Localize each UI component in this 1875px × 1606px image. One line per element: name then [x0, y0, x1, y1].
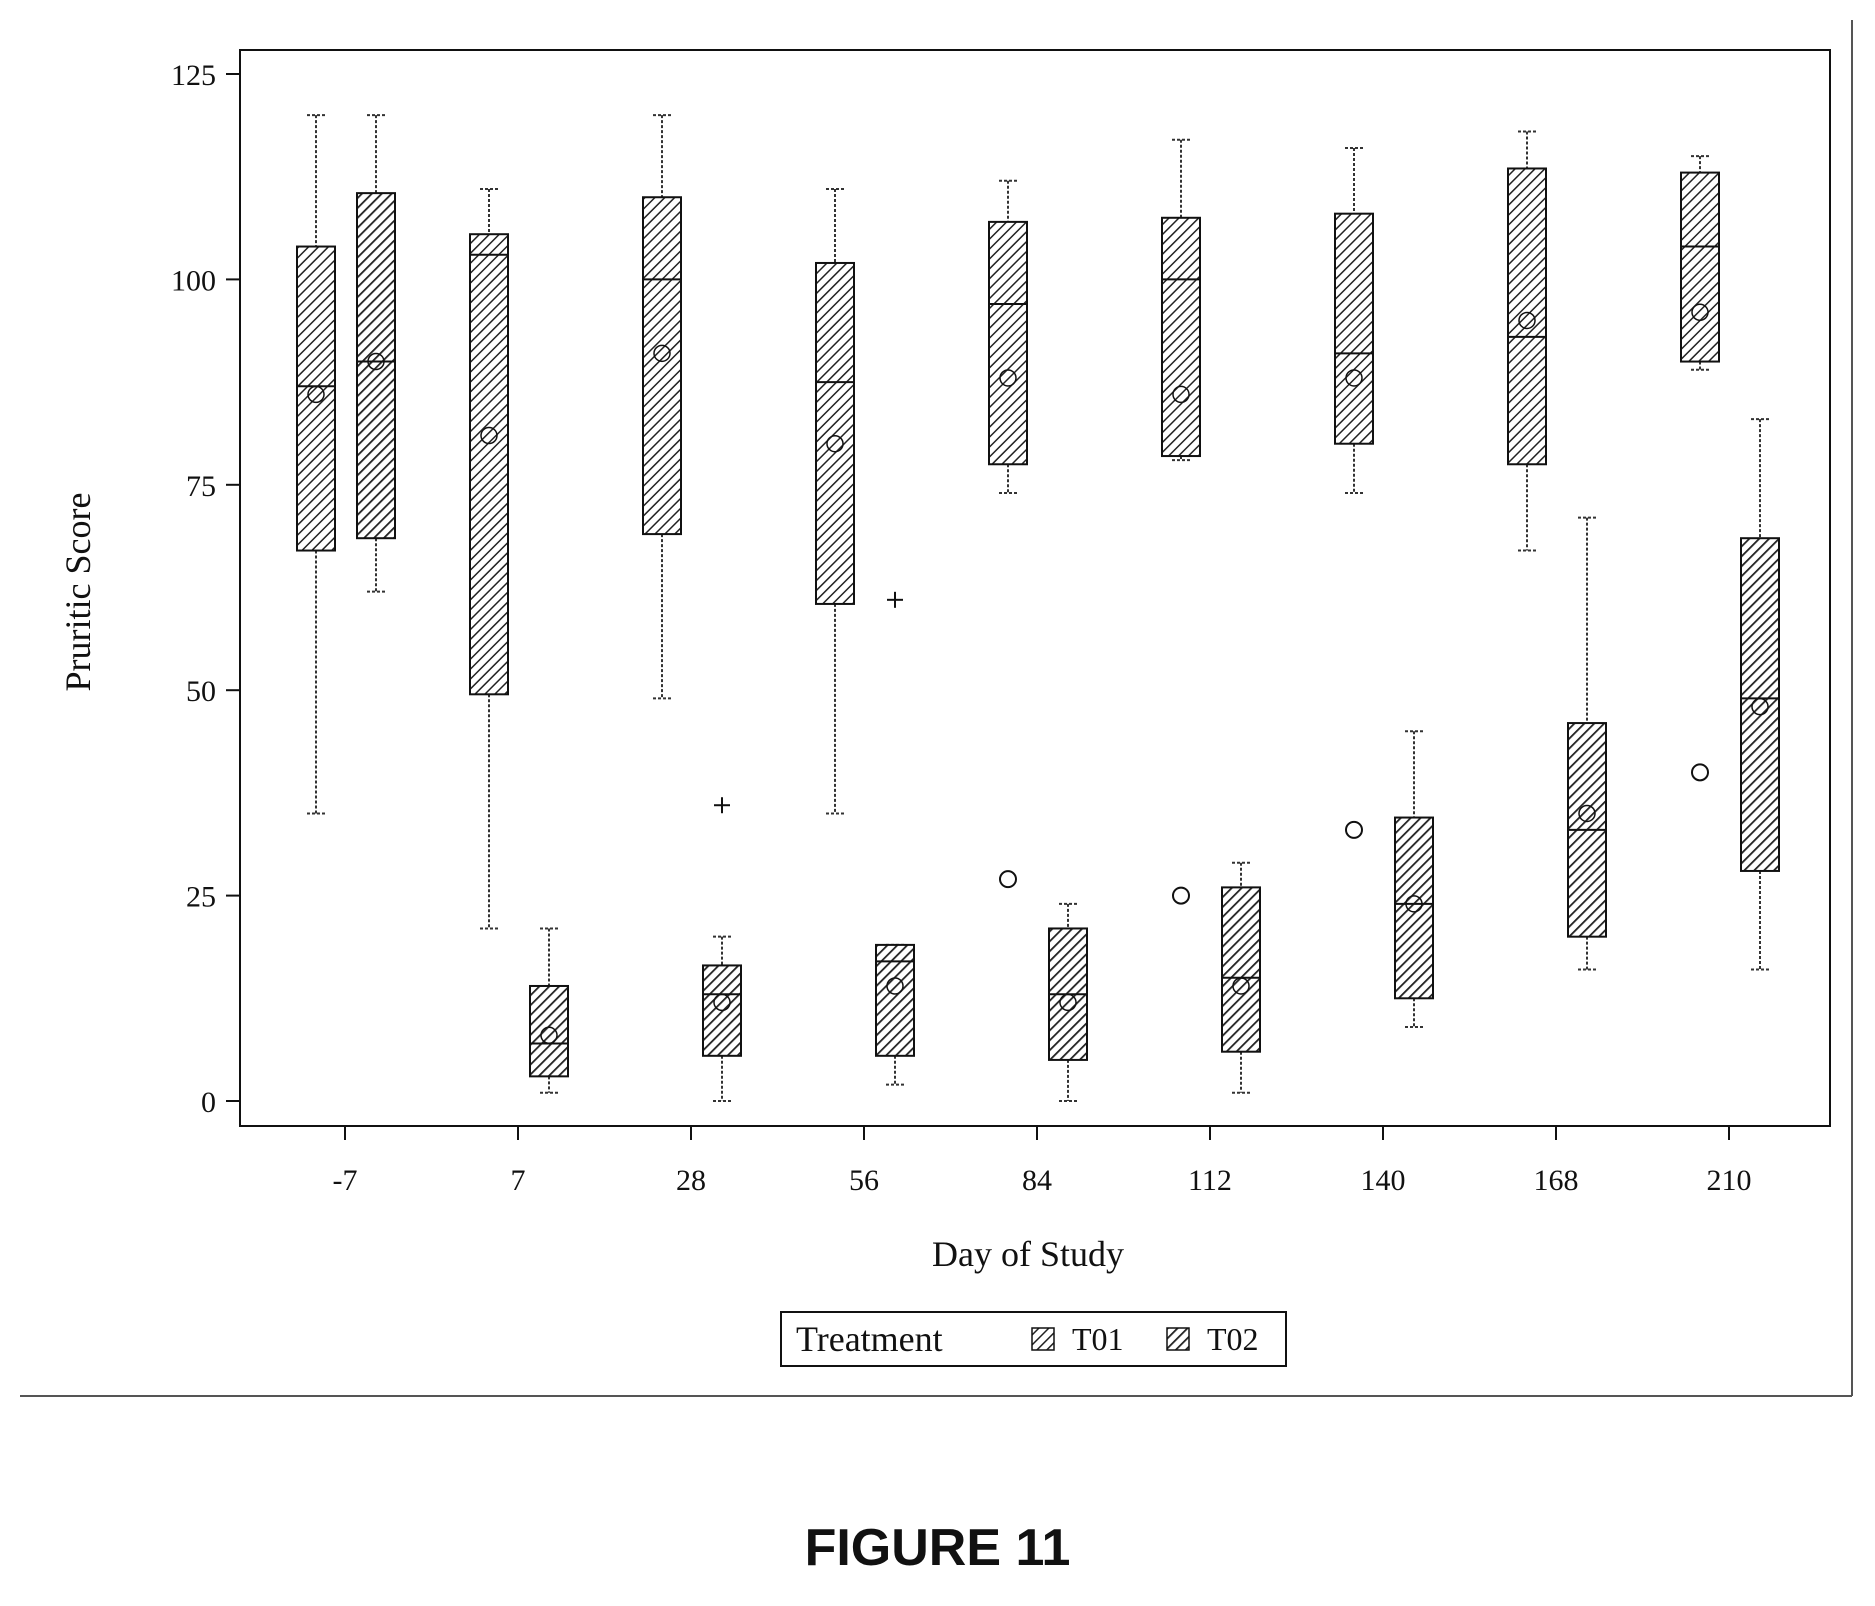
mean-marker	[480, 426, 498, 445]
mean-marker	[713, 993, 731, 1012]
box-t02	[1221, 861, 1261, 1094]
box-iqr	[1680, 171, 1720, 363]
box-iqr	[529, 984, 569, 1078]
box-iqr	[1161, 216, 1201, 458]
mean-marker	[1751, 697, 1769, 716]
x-tick-label: 210	[1707, 1164, 1752, 1197]
box-t02	[1048, 902, 1088, 1102]
box-iqr	[815, 261, 855, 605]
box-iqr	[642, 196, 682, 536]
box-t02	[529, 927, 569, 1094]
mean-marker	[1691, 303, 1709, 322]
mean-marker	[1345, 369, 1363, 387]
outlier-point	[887, 591, 903, 608]
box-t01	[815, 188, 855, 815]
mean-marker	[886, 977, 904, 995]
box-iqr	[296, 245, 336, 552]
outlier-point	[999, 870, 1017, 889]
outlier-point	[1172, 886, 1190, 905]
legend-swatch-t01	[1031, 1327, 1055, 1351]
box-t02	[1740, 418, 1780, 971]
box-iqr	[875, 943, 915, 1057]
legend-swatch-t02	[1166, 1327, 1190, 1351]
box-iqr	[1334, 212, 1374, 445]
box-iqr	[1740, 537, 1780, 872]
x-tick-label: 112	[1188, 1164, 1232, 1197]
x-tick-label: 7	[511, 1164, 526, 1197]
mean-marker	[999, 369, 1017, 387]
legend: Treatment T01 T02	[780, 1311, 1287, 1367]
legend-label-t01: T01	[1072, 1321, 1124, 1357]
figure-caption: FIGURE 11	[804, 1519, 1071, 1577]
y-tick-label: 50	[186, 675, 216, 708]
box-t02	[1567, 516, 1607, 971]
x-axis: -7 7 28 56 84 112 140 168 210	[333, 1126, 1752, 1197]
legend-title: Treatment	[796, 1319, 943, 1359]
mean-marker	[1059, 993, 1077, 1012]
box-iqr	[469, 233, 509, 696]
x-tick-label: 28	[676, 1164, 706, 1197]
box-t02	[356, 114, 396, 593]
box-t02	[702, 797, 742, 1102]
mean-marker	[367, 352, 385, 371]
mean-marker	[653, 344, 671, 363]
x-tick-label: -7	[333, 1164, 358, 1197]
box-iqr	[356, 192, 396, 540]
box-t01	[1161, 138, 1201, 905]
box-iqr	[988, 220, 1028, 466]
mean-marker	[826, 434, 844, 453]
box-t01	[1680, 155, 1720, 782]
box-t01	[296, 114, 336, 815]
box-series	[296, 114, 1780, 1102]
mean-marker	[1405, 895, 1423, 913]
outlier-point	[1345, 820, 1363, 839]
box-iqr	[1221, 886, 1261, 1053]
mean-marker	[1232, 977, 1250, 995]
box-t01	[469, 188, 509, 930]
x-tick-label: 56	[849, 1164, 879, 1197]
x-tick-label: 140	[1361, 1164, 1406, 1197]
outlier-point	[1691, 763, 1709, 782]
box-t01	[988, 179, 1028, 889]
y-axis: 0 25 50 75 100 125	[171, 59, 240, 1119]
mean-marker	[540, 1026, 558, 1045]
mean-marker	[307, 385, 325, 404]
mean-marker	[1578, 804, 1596, 823]
x-tick-label: 84	[1022, 1164, 1052, 1197]
outlier-point	[714, 797, 730, 814]
box-t02	[1394, 730, 1434, 1029]
box-t01	[642, 114, 682, 700]
box-iqr	[1394, 816, 1434, 1000]
box-t02	[875, 591, 915, 1086]
y-tick-label: 100	[171, 264, 216, 297]
plot-area	[239, 49, 1831, 1127]
legend-label-t02: T02	[1207, 1321, 1259, 1357]
y-tick-label: 0	[201, 1086, 216, 1119]
y-tick-label: 75	[186, 470, 216, 503]
box-t01	[1334, 146, 1374, 839]
y-axis-label: Pruritic Score	[58, 493, 98, 692]
box-iqr	[1507, 167, 1547, 466]
mean-marker	[1172, 385, 1190, 404]
y-tick-label: 25	[186, 881, 216, 914]
x-tick-label: 168	[1534, 1164, 1579, 1197]
mean-marker	[1518, 311, 1536, 330]
legend-frame	[780, 1311, 1287, 1367]
box-t01	[1507, 130, 1547, 552]
y-tick-label: 125	[171, 59, 216, 92]
x-axis-label: Day of Study	[932, 1234, 1124, 1274]
